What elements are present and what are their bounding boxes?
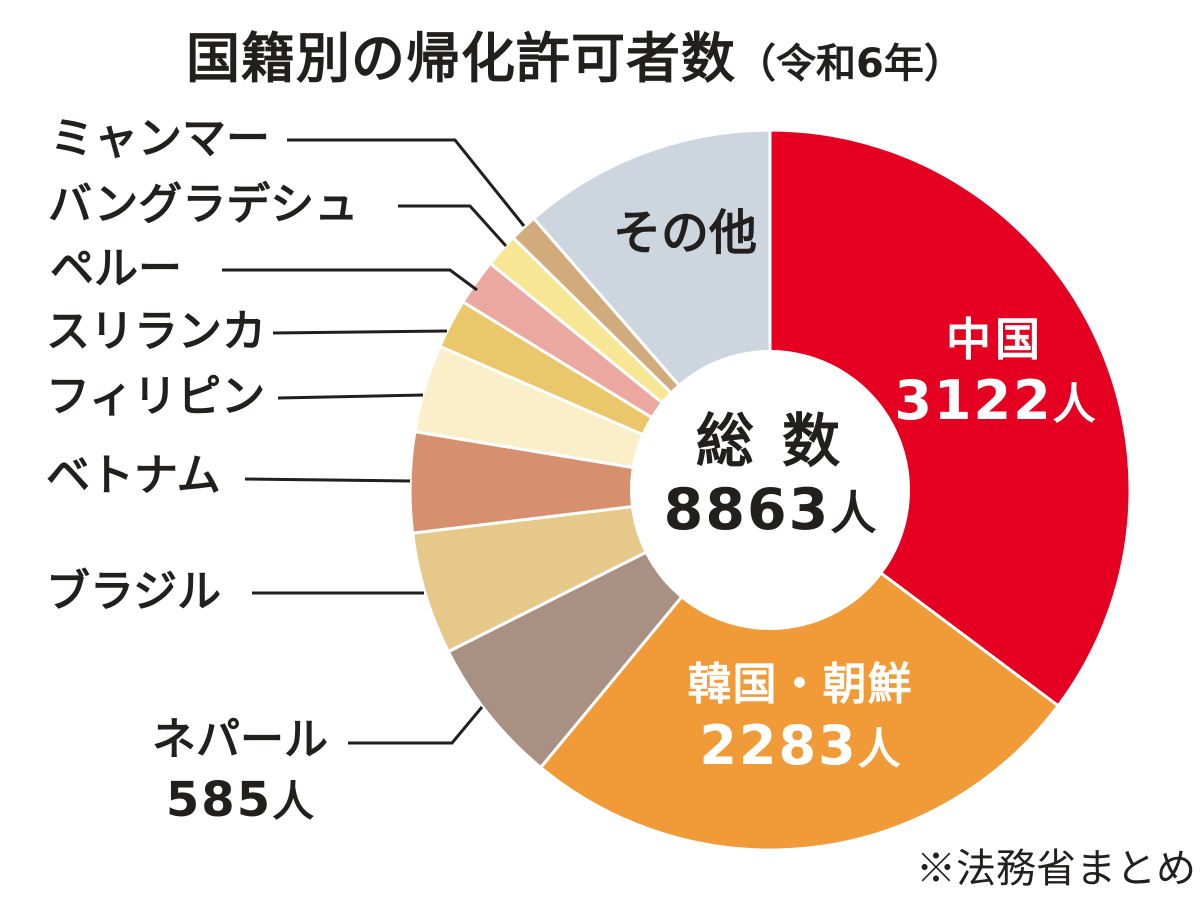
total-heading: 総 数 [695, 407, 845, 475]
source-note: ※法務省まとめ [916, 846, 1196, 892]
leader-line-nepal [348, 706, 484, 745]
total-value-unit: 人 [830, 486, 877, 540]
pie-slice-1 [539, 488, 1060, 852]
pie-slice-0 [768, 128, 1132, 708]
korea-value: 2283人 [655, 717, 945, 776]
callout-label-vietnam: ベトナム [46, 450, 221, 501]
nepal-value-number: 585 [165, 772, 273, 829]
slice-label-korea: 韓国・朝鮮 2283人 [655, 659, 945, 776]
leader-line-philippines [277, 393, 424, 400]
total-label: 総 数 8863人 [610, 412, 930, 539]
nepal-value: 585人 [125, 774, 355, 827]
donut-hole [630, 350, 910, 630]
slice-label-other: その他 [612, 205, 757, 261]
chart-title: 国籍別の帰化許可者数（令和6年） [186, 14, 964, 93]
callout-label-peru: ペルー [50, 243, 182, 294]
leader-line-peru [222, 268, 478, 292]
leader-line-myanmar [287, 138, 526, 227]
total-value-number: 8863 [663, 477, 831, 543]
callout-label-nepal: ネパール 585人 [125, 714, 355, 827]
callout-label-bangladesh: バングラデシュ [48, 179, 359, 230]
leader-line-srilanka [272, 329, 448, 335]
korea-name: 韓国・朝鮮 [687, 659, 913, 710]
chart-title-year: （令和6年） [736, 41, 964, 87]
callout-label-philippines: フィリピン [46, 371, 266, 422]
chart-title-main: 国籍別の帰化許可者数 [186, 27, 736, 90]
callout-label-srilanka: スリランカ [46, 306, 266, 357]
callout-label-brazil: ブラジル [46, 566, 222, 617]
china-value-number: 3122 [894, 369, 1053, 433]
leader-line-bangladesh [398, 204, 508, 248]
total-value: 8863人 [610, 482, 930, 539]
china-value-unit: 人 [1052, 380, 1096, 431]
china-name: 中国 [945, 313, 1044, 366]
callout-label-myanmar: ミャンマー [50, 113, 270, 164]
nepal-name: ネパール [152, 714, 328, 765]
korea-value-number: 2283 [699, 714, 858, 778]
leader-line-vietnam [244, 477, 411, 483]
slice-label-china: 中国 3122人 [875, 316, 1115, 430]
china-value: 3122人 [875, 372, 1115, 431]
korea-value-unit: 人 [857, 725, 901, 776]
nepal-value-unit: 人 [272, 777, 315, 827]
